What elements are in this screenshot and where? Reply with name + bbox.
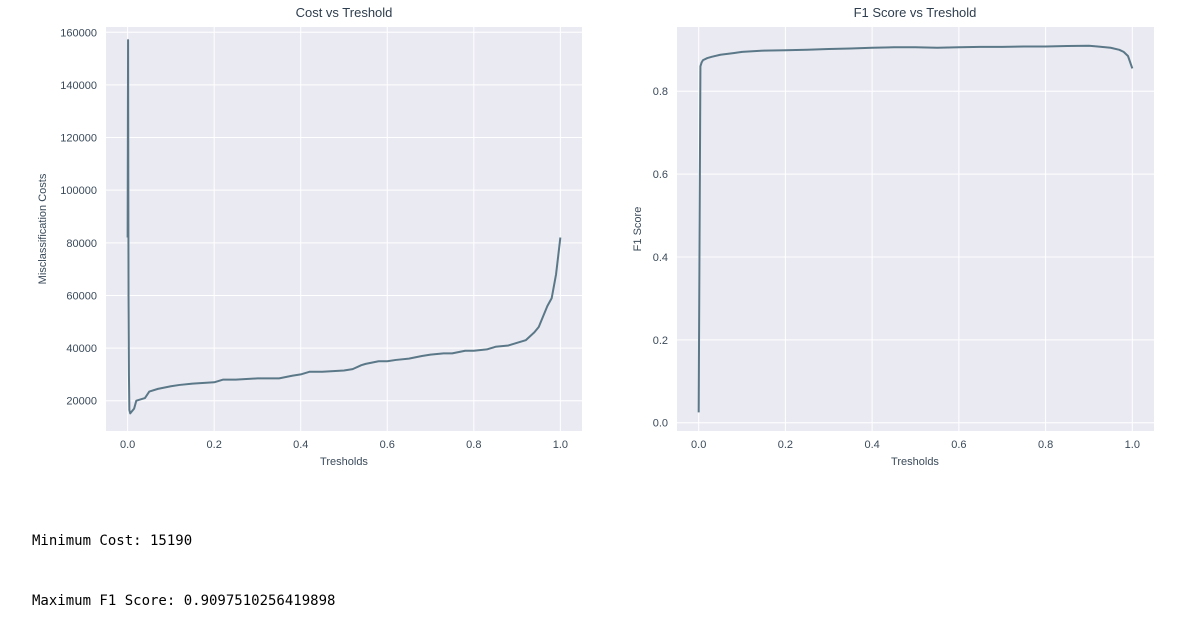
cost-y-tick-label: 160000 — [60, 27, 97, 39]
f1-series — [697, 44, 1134, 413]
minimum-cost-text: Minimum Cost: 15190 — [32, 533, 193, 549]
cost-x-tick-label: 0.6 — [380, 439, 395, 451]
f1-y-tick-label: 0.6 — [653, 169, 668, 181]
cost-y-tick-label: 100000 — [60, 185, 97, 197]
cost-y-tick-label: 60000 — [66, 290, 97, 302]
cost-y-tick-label: 140000 — [60, 80, 97, 92]
cost-series-line — [126, 39, 562, 415]
f1-chart-title: F1 Score vs Treshold — [854, 5, 977, 20]
figure: 0.0 0.2 0.4 0.6 0.8 1.0 20000 40000 60000 80000 10… — [37, 5, 1154, 468]
f1-y-axis-label: F1 Score — [632, 207, 644, 252]
f1-x-tick-label: 0.6 — [951, 439, 966, 451]
cost-x-tick-label: 0.8 — [466, 439, 481, 451]
cost-y-tick-label: 20000 — [66, 396, 97, 408]
f1-y-tick-label: 0.2 — [653, 335, 668, 347]
f1-x-axis-label: Tresholds — [891, 456, 939, 468]
cost-x-tick-label: 1.0 — [553, 439, 568, 451]
f1-y-tick-label: 0.0 — [653, 418, 668, 430]
f1-grid — [677, 27, 1154, 431]
cost-x-tick-label: 0.4 — [293, 439, 308, 451]
f1-y-tick-label: 0.8 — [653, 86, 668, 98]
f1-x-tick-label: 0.0 — [691, 439, 706, 451]
cost-y-tick-label: 80000 — [66, 238, 97, 250]
cost-x-tick-label: 0.0 — [120, 439, 135, 451]
cost-plot-area — [106, 27, 582, 431]
maximum-f1-score-text: Maximum F1 Score: 0.9097510256419898 — [32, 593, 336, 609]
f1-x-tick-label: 0.2 — [778, 439, 793, 451]
f1-series-line — [697, 44, 1134, 413]
cost-ticks: 0.0 0.2 0.4 0.6 0.8 1.0 20000 40000 60000 80000 10… — [60, 27, 568, 451]
f1-y-tick-label: 0.4 — [653, 252, 668, 264]
cost-y-tick-label: 40000 — [66, 343, 97, 355]
cell-output: Minimum Cost: 15190 Maximum F1 Score: 0.… — [32, 491, 335, 631]
f1-x-tick-label: 0.8 — [1038, 439, 1053, 451]
f1-plot-area — [677, 27, 1154, 431]
cost-x-tick-label: 0.2 — [207, 439, 222, 451]
cost-chart: 0.0 0.2 0.4 0.6 0.8 1.0 20000 40000 60000 80000 10… — [37, 5, 582, 468]
f1-chart: 0.0 0.2 0.4 0.6 0.8 1.0 0.0 0.2 0.4 0.6 0.8 F1 Sco… — [632, 5, 1154, 468]
f1-x-tick-label: 1.0 — [1125, 439, 1140, 451]
cost-y-tick-label: 120000 — [60, 133, 97, 145]
f1-ticks: 0.0 0.2 0.4 0.6 0.8 1.0 0.0 0.2 0.4 0.6 0.8 — [653, 86, 1140, 451]
f1-x-tick-label: 0.4 — [864, 439, 879, 451]
cost-series — [126, 39, 562, 415]
cost-grid — [106, 27, 582, 431]
cost-x-axis-label: Tresholds — [320, 456, 368, 468]
cost-chart-title: Cost vs Treshold — [296, 5, 393, 20]
cost-y-axis-label: Misclassification Costs — [37, 173, 49, 284]
